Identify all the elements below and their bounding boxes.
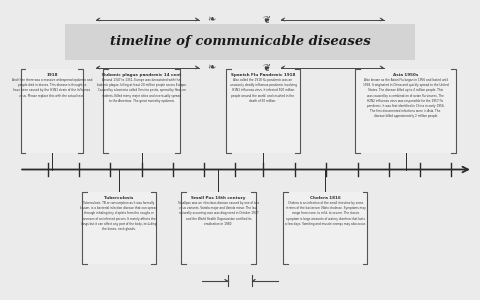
Text: Tuberculosis, TB or consumption as it was formally
known, is a bacterial infecti: Tuberculosis, TB or consumption as it wa… — [81, 201, 157, 231]
FancyBboxPatch shape — [103, 69, 180, 153]
Text: timeline of communicable diseases: timeline of communicable diseases — [109, 35, 371, 49]
Text: Smallpox was an infectious disease caused by one of two
virus variants, Variola : Smallpox was an infectious disease cause… — [178, 201, 259, 226]
FancyBboxPatch shape — [82, 192, 156, 264]
FancyBboxPatch shape — [283, 192, 368, 264]
Text: Small Pox 16th century: Small Pox 16th century — [191, 196, 246, 200]
Text: Cholera 1816: Cholera 1816 — [310, 196, 341, 200]
Text: Spanish Flu Pandemic 1918: Spanish Flu Pandemic 1918 — [231, 73, 295, 76]
Text: 1918: 1918 — [46, 73, 58, 76]
Text: Also known as the Asian Flu began in 1956 and lasted until
1958. It originated i: Also known as the Asian Flu began in 195… — [363, 78, 448, 118]
Text: Bubonic plague pandemic 14 cent: Bubonic plague pandemic 14 cent — [102, 73, 181, 76]
Text: Cholera is an infection of the small intestine by some
strains of the bacterium : Cholera is an infection of the small int… — [285, 201, 366, 226]
Text: Asia 1950s: Asia 1950s — [393, 73, 418, 76]
FancyBboxPatch shape — [226, 69, 300, 153]
Text: Around 1347 to 1351, Europe was devastated with the
bubonic plague, killing at l: Around 1347 to 1351, Europe was devastat… — [97, 78, 186, 103]
Text: Also called the 1918 flu pandemic was an
unusually deadly influenza pandemic inv: Also called the 1918 flu pandemic was an… — [229, 78, 297, 103]
Text: Tuberculosis: Tuberculosis — [104, 196, 134, 200]
Text: ❧: ❧ — [207, 14, 215, 25]
FancyBboxPatch shape — [65, 24, 415, 60]
Text: And then there was a massive widespread epidemic and
people died in droves. This: And then there was a massive widespread … — [12, 78, 92, 98]
FancyBboxPatch shape — [355, 69, 456, 153]
FancyBboxPatch shape — [21, 69, 83, 153]
Text: ❧: ❧ — [207, 62, 215, 73]
Text: ❦: ❦ — [263, 62, 270, 73]
Text: ❦: ❦ — [263, 14, 270, 25]
FancyBboxPatch shape — [181, 192, 255, 264]
